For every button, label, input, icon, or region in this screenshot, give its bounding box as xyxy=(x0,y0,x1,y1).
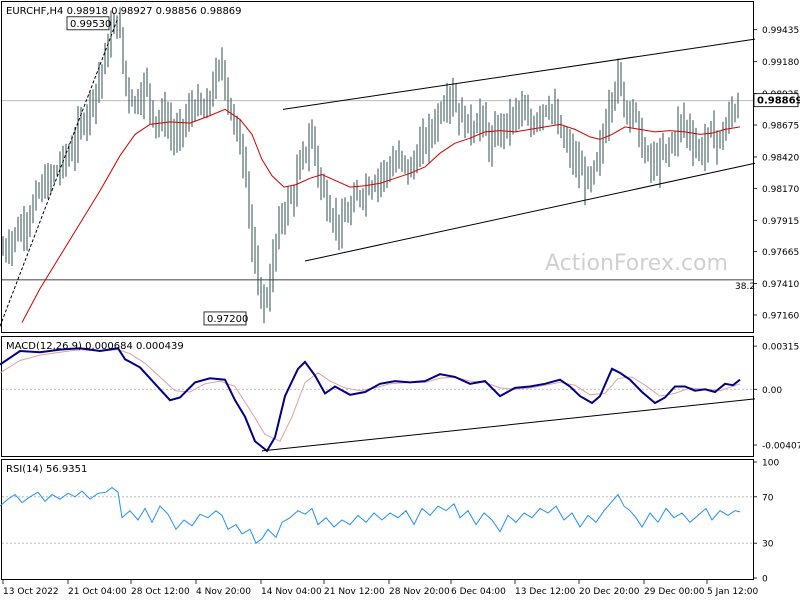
macd-y-ticks: 0.003152 0.00 -0.004073 xyxy=(753,343,800,452)
macd-panel xyxy=(1,336,754,457)
price-trendline xyxy=(304,162,756,262)
price-tick-label: 0.97915 xyxy=(762,217,799,227)
price-tick-label: 0.98675 xyxy=(762,121,799,131)
x-tick-label: 28 Nov 20:00 xyxy=(389,587,450,597)
x-tick-label: 13 Oct 2022 xyxy=(3,587,59,597)
moving-average-line xyxy=(21,108,741,323)
price-trendline xyxy=(0,17,119,327)
price-tick-label: 0.97665 xyxy=(762,248,799,258)
price-tick-label: 0.98420 xyxy=(762,153,799,163)
x-tick-label: 14 Nov 04:00 xyxy=(261,587,322,597)
watermark: ActionForex.com xyxy=(545,251,728,276)
rsi-panel xyxy=(1,459,754,580)
high-annotation-box xyxy=(66,16,110,31)
price-tick-label: 0.98170 xyxy=(762,185,799,195)
low-annotation-label: 0.97200 xyxy=(207,314,248,325)
price-tick-label: 0.99180 xyxy=(762,58,799,68)
rsi-y-ticks: 100 70 30 0 xyxy=(753,459,779,585)
x-tick-label: 5 Jan 12:00 xyxy=(707,587,759,597)
x-tick-label: 21 Oct 04:00 xyxy=(68,587,127,597)
rsi-panel-title: RSI(14) 56.9351 xyxy=(6,464,87,475)
price-panel xyxy=(1,1,754,333)
x-tick-label: 28 Oct 12:00 xyxy=(131,587,190,597)
macd-trendline xyxy=(261,398,756,452)
price-trendlines xyxy=(0,17,756,327)
current-price-box xyxy=(753,93,799,108)
rsi-tick-label: 30 xyxy=(762,540,774,550)
macd-trendlines xyxy=(261,398,756,452)
x-tick-label: 29 Dec 00:00 xyxy=(644,587,705,597)
macd-signal-line xyxy=(0,349,741,442)
rsi-levels xyxy=(2,496,753,544)
price-tick-label: 0.97410 xyxy=(762,280,799,290)
high-annotation: 0.99530 xyxy=(66,16,111,31)
rsi-tick-label: 70 xyxy=(762,493,774,503)
price-levels xyxy=(2,100,753,281)
high-annotation-label: 0.99530 xyxy=(70,19,111,30)
price-bars xyxy=(2,7,739,324)
current-price-marker: 0.98869 xyxy=(753,93,800,108)
x-tick-label: 6 Dec 04:00 xyxy=(451,587,506,597)
x-axis-ticks: 13 Oct 2022 21 Oct 04:00 28 Oct 12:00 4 Nov… xyxy=(2,580,759,597)
low-annotation-box xyxy=(203,311,247,326)
price-tick-label: 0.99435 xyxy=(762,26,799,36)
macd-tick-label: 0.003152 xyxy=(762,343,800,353)
macd-tick-label: -0.004073 xyxy=(762,442,800,452)
price-tick-label: 0.97160 xyxy=(762,311,799,321)
x-tick-label: 21 Nov 12:00 xyxy=(324,587,385,597)
rsi-tick-label: 100 xyxy=(762,459,779,469)
fib-level-label: 38.2 xyxy=(735,282,755,292)
low-annotation: 0.97200 xyxy=(203,311,248,326)
rsi-line xyxy=(0,486,741,544)
macd-tick-label: 0.00 xyxy=(762,386,782,396)
x-tick-label: 4 Nov 20:00 xyxy=(196,587,251,597)
macd-main-line xyxy=(0,347,741,453)
price-trendline xyxy=(282,38,756,110)
price-panel-title: EURCHF,H4 0.98918 0.98927 0.98856 0.9886… xyxy=(6,6,242,17)
current-price-label: 0.98869 xyxy=(757,96,800,107)
x-tick-label: 13 Dec 12:00 xyxy=(515,587,576,597)
x-tick-label: 20 Dec 20:00 xyxy=(579,587,640,597)
rsi-tick-label: 0 xyxy=(762,575,768,585)
macd-panel-title: MACD(12,26,9) 0.000684 0.000439 xyxy=(6,341,184,352)
